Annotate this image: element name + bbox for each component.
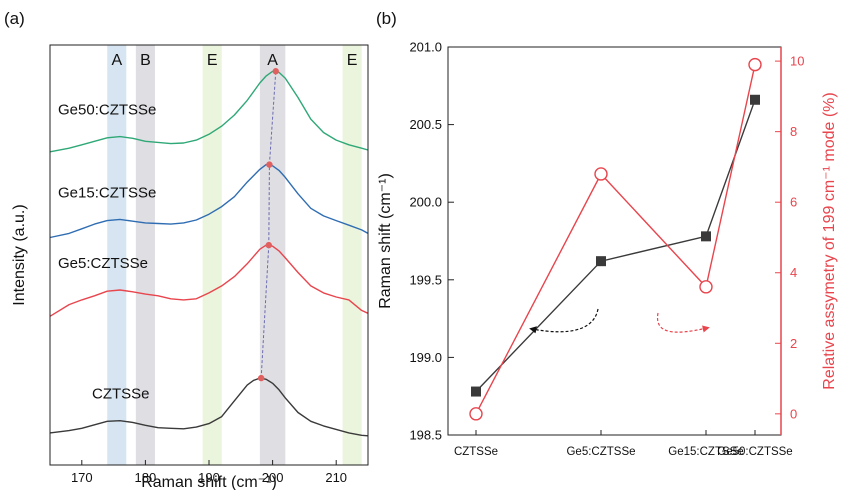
- series-1-point-0: [469, 407, 483, 421]
- y2-tick-label-b-4: 8: [790, 124, 797, 139]
- y2-tick-label-b-3: 6: [790, 195, 797, 210]
- trace-ge50-cztsse: [49, 70, 369, 153]
- band-2: [202, 45, 222, 465]
- y2-tick-label-b-2: 4: [790, 265, 797, 280]
- trace-label-3: Ge50:CZTSSe: [58, 102, 156, 119]
- panel-a: (a) A B E A E CZTSSe Ge5:CZTSSe Ge15:CZTSSe Ge5…: [4, 9, 369, 490]
- band-3: [259, 45, 286, 465]
- x-tick-label-a-2: 190: [198, 470, 220, 485]
- y-tick-label-b-5: 201.0: [409, 40, 442, 55]
- band-4: [342, 45, 362, 465]
- trace-ge5-cztsse: [49, 244, 369, 317]
- series-1-point-3: [748, 57, 762, 72]
- peak-connector-2: [268, 71, 277, 165]
- series-0-point-3: [750, 94, 760, 105]
- band-label-4: E: [347, 52, 358, 69]
- peak-connector-0: [260, 245, 270, 379]
- plot-frame-b: [447, 46, 782, 436]
- x-tick-label-b-3: Ge50:CZTSSe: [717, 446, 792, 458]
- x-tick-label-a-0: 170: [71, 470, 93, 485]
- series-0-point-2: [701, 231, 711, 242]
- band-1: [135, 45, 155, 465]
- y2-tick-label-b-0: 0: [790, 406, 797, 421]
- panel-b: (b) 198.5 199.0 199.5 200.0 200.5 201.0 0 2 4 6 8…: [376, 9, 838, 458]
- x-tick-label-b-1: Ge5:CZTSSe: [566, 446, 635, 458]
- x-tick-label-a-1: 180: [135, 470, 157, 485]
- band-label-0: A: [111, 52, 122, 69]
- series-1-point-2: [699, 280, 713, 294]
- trace-ge15-cztsse: [49, 163, 369, 239]
- band-label-2: E: [207, 52, 218, 69]
- arrow-to-left-axis: [529, 308, 599, 334]
- trace-label-1: Ge5:CZTSSe: [58, 255, 148, 272]
- x-tick-label-b-0: CZTSSe: [454, 446, 498, 458]
- y-tick-label-b-3: 200.0: [409, 195, 442, 210]
- peak-connector-1: [268, 164, 270, 246]
- band-label-3: A: [267, 52, 278, 69]
- peak-marker-0: [257, 374, 265, 382]
- left-axis-b: 198.5 199.0 199.5 200.0 200.5 201.0: [409, 40, 454, 443]
- peak-marker-3: [272, 68, 279, 75]
- x-tick-label-a-3: 200: [262, 470, 284, 485]
- x-tick-label-a-4: 210: [325, 470, 347, 485]
- panel-b-series: [469, 57, 762, 421]
- peak-marker-2: [266, 161, 273, 168]
- band-0: [107, 45, 127, 465]
- raman-traces: CZTSSe Ge5:CZTSSe Ge15:CZTSSe Ge50:CZTSSe: [49, 68, 369, 437]
- series-0-point-0: [471, 386, 481, 397]
- x-axis-a: 170 180 190 200 210: [71, 460, 347, 485]
- panel-label-a: (a): [4, 9, 25, 28]
- peak-marker-1: [265, 241, 272, 249]
- trace-label-0: CZTSSe: [92, 386, 150, 403]
- y-tick-label-b-2: 199.5: [409, 272, 442, 287]
- series-line-0: [475, 99, 756, 392]
- trace-cztsse: [49, 377, 369, 437]
- y2-tick-label-b-1: 2: [790, 336, 797, 351]
- arrow-to-right-axis: [657, 312, 710, 333]
- y-tick-label-b-1: 199.0: [409, 350, 442, 365]
- right-axis-b: 0 2 4 6 8 10: [775, 54, 804, 421]
- y-axis-title-b: Raman shift (cm⁻¹): [377, 173, 394, 309]
- x-axis-title-a: Raman shift (cm⁻¹): [141, 474, 277, 490]
- panel-label-b: (b): [376, 9, 397, 28]
- y2-tick-label-b-5: 10: [790, 54, 804, 69]
- series-line-1: [475, 64, 756, 415]
- y2-axis-title-b: Relative assymetry of 199 cm⁻¹ mode (%): [821, 92, 838, 389]
- y-tick-label-b-4: 200.5: [409, 117, 442, 132]
- y-tick-label-b-0: 198.5: [409, 428, 442, 443]
- y-axis-title-a: Intensity (a.u.): [11, 204, 28, 305]
- series-0-point-1: [596, 256, 606, 267]
- trace-label-2: Ge15:CZTSSe: [58, 184, 156, 201]
- x-tick-label-b-2: Ge15:CZTSSe: [668, 446, 743, 458]
- series-1-point-1: [594, 167, 608, 181]
- band-label-1: B: [140, 52, 151, 69]
